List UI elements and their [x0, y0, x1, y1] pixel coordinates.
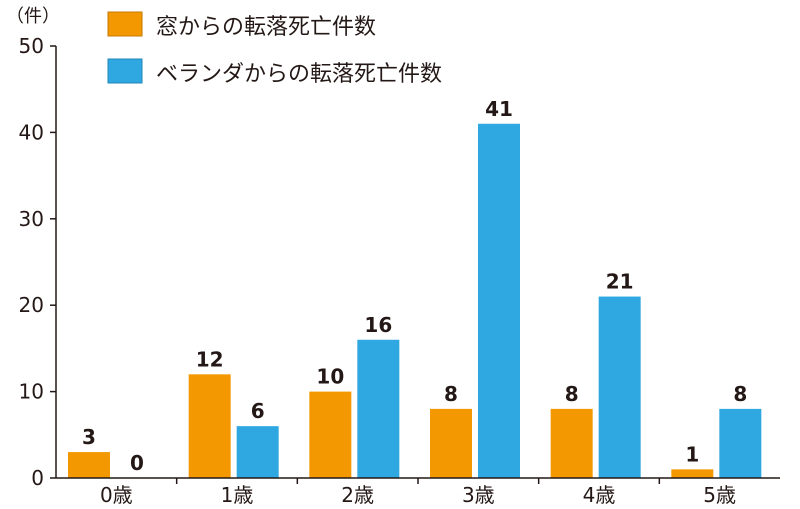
legend-swatch-balcony	[107, 58, 143, 84]
y-tick-label: 20	[19, 293, 44, 317]
category-label: 5歳	[703, 483, 736, 507]
data-label: 1	[685, 442, 699, 466]
bar	[236, 426, 279, 478]
data-label: 10	[316, 365, 344, 389]
bar	[68, 452, 110, 478]
data-label: 8	[565, 382, 579, 406]
bar	[357, 339, 400, 478]
data-label: 3	[82, 425, 96, 449]
category-labels: 0歳 1歳 2歳 3歳 4歳 5歳	[100, 478, 736, 507]
y-tick-label: 30	[19, 207, 44, 231]
bar	[671, 469, 714, 478]
bar	[550, 408, 593, 478]
legend-label-balcony: ベランダからの転落死亡件数	[156, 62, 442, 87]
y-tick-label: 0	[31, 466, 44, 490]
bar	[188, 374, 231, 478]
category-label: 4歳	[583, 483, 616, 507]
bar	[719, 408, 762, 478]
bar	[309, 391, 352, 478]
data-label: 12	[196, 347, 224, 371]
bar	[598, 296, 641, 478]
bar	[478, 123, 520, 478]
data-label: 41	[485, 97, 513, 121]
y-axis-ticks: 0 10 20 30 40 50	[19, 34, 56, 490]
y-tick-label: 40	[19, 120, 44, 144]
category-label: 0歳	[100, 483, 133, 507]
data-label: 0	[130, 451, 144, 475]
legend: 窓からの転落死亡件数 ベランダからの転落死亡件数	[107, 11, 442, 87]
category-label: 2歳	[341, 483, 374, 507]
data-label: 21	[606, 270, 634, 294]
data-label: 6	[251, 399, 265, 423]
data-label: 8	[733, 382, 747, 406]
y-tick-label: 10	[19, 380, 44, 404]
legend-swatch-window	[107, 11, 143, 37]
bars	[68, 123, 762, 478]
legend-label-window: 窓からの転落死亡件数	[156, 15, 376, 40]
data-labels: 3 0 12 6 10 16 8 41 8 21 1 8	[82, 97, 747, 475]
bar	[430, 408, 472, 478]
data-label: 8	[444, 382, 458, 406]
y-tick-label: 50	[19, 34, 44, 58]
category-label: 1歳	[221, 483, 254, 507]
y-unit-label: （件）	[6, 6, 60, 27]
category-label: 3歳	[462, 483, 495, 507]
data-label: 16	[364, 313, 392, 337]
